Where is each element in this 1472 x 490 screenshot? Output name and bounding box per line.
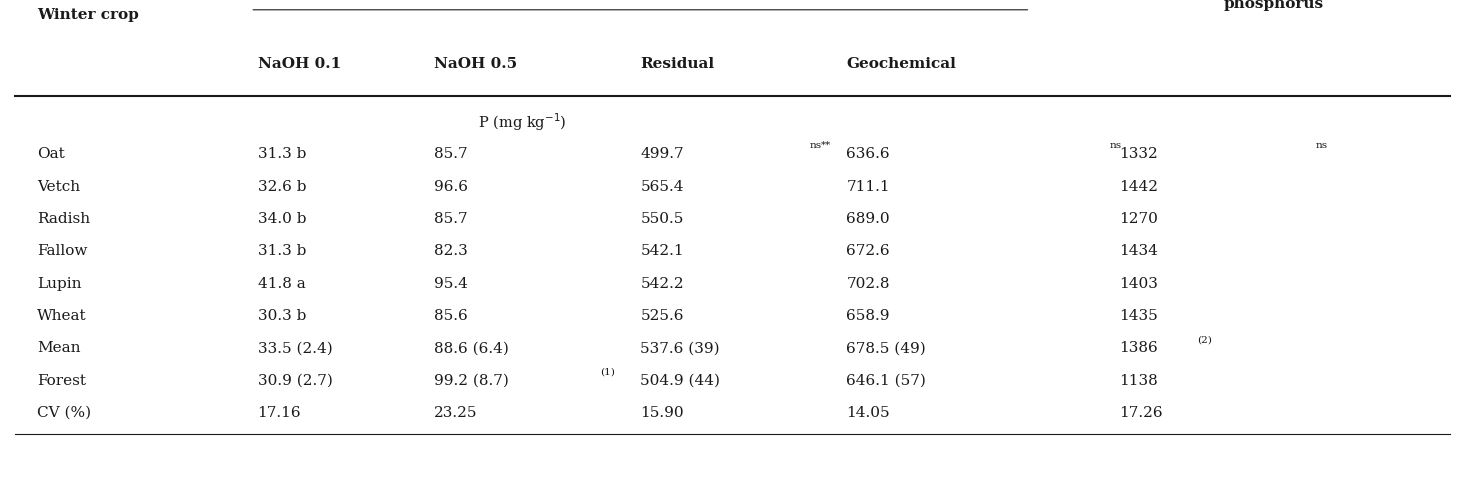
Text: ns: ns — [810, 141, 821, 150]
Text: ns: ns — [1316, 141, 1328, 150]
Text: 17.26: 17.26 — [1119, 406, 1163, 420]
Text: 1435: 1435 — [1119, 309, 1157, 323]
Text: 711.1: 711.1 — [846, 180, 891, 194]
Text: Forest: Forest — [37, 374, 85, 388]
Text: 30.3 b: 30.3 b — [258, 309, 306, 323]
Text: 1403: 1403 — [1119, 277, 1157, 291]
Text: (2): (2) — [1197, 335, 1211, 344]
Text: 636.6: 636.6 — [846, 147, 891, 161]
Text: 41.8 a: 41.8 a — [258, 277, 305, 291]
Text: 15.90: 15.90 — [640, 406, 684, 420]
Text: 85.7: 85.7 — [434, 147, 468, 161]
Text: ns: ns — [1110, 141, 1122, 150]
Text: 30.9 (2.7): 30.9 (2.7) — [258, 374, 333, 388]
Text: CV (%): CV (%) — [37, 406, 91, 420]
Text: 565.4: 565.4 — [640, 180, 684, 194]
Text: Winter crop: Winter crop — [37, 8, 138, 22]
Text: Lupin: Lupin — [37, 277, 81, 291]
Text: Residual: Residual — [640, 57, 714, 71]
Text: 525.6: 525.6 — [640, 309, 684, 323]
Text: 702.8: 702.8 — [846, 277, 891, 291]
Text: 85.6: 85.6 — [434, 309, 468, 323]
Text: 1386: 1386 — [1119, 342, 1157, 355]
Text: 96.6: 96.6 — [434, 180, 468, 194]
Text: 17.16: 17.16 — [258, 406, 302, 420]
Text: 1442: 1442 — [1119, 180, 1157, 194]
Text: Fallow: Fallow — [37, 245, 87, 258]
Text: Total
phosphorus: Total phosphorus — [1223, 0, 1323, 11]
Text: 31.3 b: 31.3 b — [258, 147, 306, 161]
Text: NaOH 0.1: NaOH 0.1 — [258, 57, 342, 71]
Text: 1270: 1270 — [1119, 212, 1157, 226]
Text: 504.9 (44): 504.9 (44) — [640, 374, 720, 388]
Text: 82.3: 82.3 — [434, 245, 468, 258]
Text: Vetch: Vetch — [37, 180, 79, 194]
Text: 1434: 1434 — [1119, 245, 1157, 258]
Text: 23.25: 23.25 — [434, 406, 478, 420]
Text: Mean: Mean — [37, 342, 81, 355]
Text: 32.6 b: 32.6 b — [258, 180, 306, 194]
Text: 542.1: 542.1 — [640, 245, 684, 258]
Text: 85.7: 85.7 — [434, 212, 468, 226]
Text: 1332: 1332 — [1119, 147, 1157, 161]
Text: 34.0 b: 34.0 b — [258, 212, 306, 226]
Text: 33.5 (2.4): 33.5 (2.4) — [258, 342, 333, 355]
Text: Radish: Radish — [37, 212, 90, 226]
Text: 14.05: 14.05 — [846, 406, 891, 420]
Text: (1): (1) — [601, 368, 615, 376]
Text: 1138: 1138 — [1119, 374, 1157, 388]
Text: NaOH 0.5: NaOH 0.5 — [434, 57, 517, 71]
Text: Wheat: Wheat — [37, 309, 87, 323]
Text: 88.6 (6.4): 88.6 (6.4) — [434, 342, 509, 355]
Text: 550.5: 550.5 — [640, 212, 683, 226]
Text: 95.4: 95.4 — [434, 277, 468, 291]
Text: 672.6: 672.6 — [846, 245, 891, 258]
Text: 31.3 b: 31.3 b — [258, 245, 306, 258]
Text: Oat: Oat — [37, 147, 65, 161]
Text: 658.9: 658.9 — [846, 309, 891, 323]
Text: 646.1 (57): 646.1 (57) — [846, 374, 926, 388]
Text: 542.2: 542.2 — [640, 277, 684, 291]
Text: P (mg kg$^{-1}$): P (mg kg$^{-1}$) — [478, 112, 567, 133]
Text: 537.6 (39): 537.6 (39) — [640, 342, 720, 355]
Text: **: ** — [821, 141, 832, 150]
Text: Geochemical: Geochemical — [846, 57, 957, 71]
Text: 499.7: 499.7 — [640, 147, 684, 161]
Text: 689.0: 689.0 — [846, 212, 891, 226]
Text: 99.2 (8.7): 99.2 (8.7) — [434, 374, 509, 388]
Text: 678.5 (49): 678.5 (49) — [846, 342, 926, 355]
